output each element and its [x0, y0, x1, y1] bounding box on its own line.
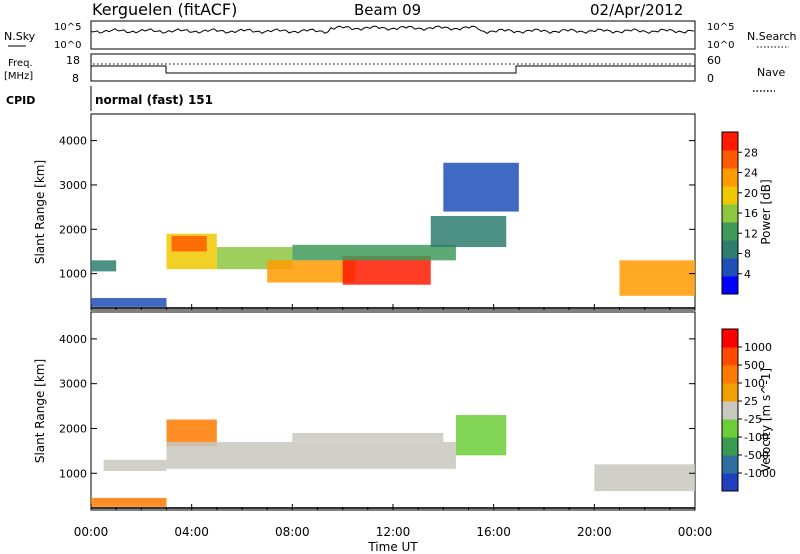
velocity-region-4: [292, 432, 444, 442]
power-colorbar-tick-label-0: 28: [744, 146, 758, 159]
x-axis-label: Time UT: [367, 540, 418, 554]
nsearch-tick-bottom: 10^0: [707, 40, 734, 51]
velocity-colorbar-tick-label-5: -100: [744, 431, 769, 444]
power-colorbar-tick-label-1: 24: [744, 167, 758, 180]
nsky-label: N.Sky: [4, 30, 36, 43]
station-title: Kerguelen (fitACF): [92, 0, 237, 19]
velocity-panel: 1000 2000 3000 4000 00:00 04:00 08:00 12:00 16:…: [33, 311, 713, 554]
velocity-colorbar-swatch-7: [722, 347, 738, 366]
nave-tick-bottom: 0: [707, 72, 714, 85]
x-tick-label-0: 00:00: [74, 525, 109, 539]
power-colorbar-swatch-1: [722, 258, 738, 277]
velocity-colorbar-label: Velocity [m s^-1]: [759, 368, 773, 472]
velocity-region-0: [91, 497, 167, 507]
power-colorbar-swatch-3: [722, 222, 738, 241]
power-ytick-label-1: 2000: [59, 223, 87, 236]
power-ytick-label-3: 4000: [59, 135, 87, 148]
power-colorbar-tick-label-5: 8: [744, 248, 751, 261]
velocity-colorbar-swatch-0: [722, 473, 738, 492]
date-title: 02/Apr/2012: [590, 1, 683, 19]
velocity-region-3: [166, 441, 456, 469]
nsky-trace: [91, 25, 695, 35]
nsky-tick-bottom: 10^0: [54, 40, 81, 51]
velocity-y-axis-label: Slant Range [km]: [33, 359, 47, 463]
velocity-colorbar-tick-label-2: 100: [744, 377, 765, 390]
x-tick-label-6: 00:00: [678, 525, 713, 539]
velocity-colorbar-tick-label-7: -1000: [744, 467, 776, 480]
velocity-colorbar-swatch-3: [722, 419, 738, 438]
freq-unit-label: [MHz]: [4, 71, 33, 82]
power-region-3: [171, 235, 207, 252]
velocity-colorbar-tick-label-6: -500: [744, 449, 769, 462]
power-colorbar-swatch-4: [722, 204, 738, 223]
power-region-5: [267, 260, 356, 283]
velocity-ytick-label-0: 1000: [59, 467, 87, 480]
velocity-ytick-label-2: 3000: [59, 378, 87, 391]
velocity-colorbar-swatch-2: [722, 437, 738, 456]
x-tick-label-3: 12:00: [376, 525, 411, 539]
power-colorbar-tick-label-3: 16: [744, 207, 758, 220]
velocity-colorbar-tick-label-3: 25: [744, 395, 758, 408]
velocity-region-5: [455, 415, 507, 456]
power-region-0: [91, 260, 117, 272]
beam-title: Beam 09: [354, 1, 421, 19]
power-colorbar-swatch-6: [722, 168, 738, 187]
velocity-colorbar-tick-label-4: -25: [744, 413, 762, 426]
power-colorbar-swatch-5: [722, 186, 738, 205]
power-region-9: [443, 162, 519, 212]
x-tick-label-5: 20:00: [577, 525, 612, 539]
power-colorbar-swatch-2: [722, 240, 738, 259]
power-y-axis-label: Slant Range [km]: [33, 160, 47, 264]
nave-label: Nave: [757, 66, 785, 79]
nsky-tick-top: 10^5: [54, 22, 81, 33]
power-region-8: [430, 215, 507, 248]
velocity-colorbar-swatch-5: [722, 383, 738, 402]
freq-tick-top: 18: [66, 54, 80, 67]
velocity-ytick-label-3: 4000: [59, 333, 87, 346]
velocity-colorbar-tick-label-1: 500: [744, 359, 765, 372]
power-colorbar: 28 24 20 16 12 8 4: [721, 131, 758, 295]
power-colorbar-label: Power [dB]: [759, 179, 773, 244]
power-ytick-label-2: 3000: [59, 179, 87, 192]
power-region-7: [292, 244, 456, 261]
velocity-colorbar: 1000 500 100 25 -25 -100 -500 -1000: [721, 328, 776, 492]
freq-strip-frame: [90, 53, 696, 82]
power-panel: 1000 2000 3000 4000 Slant Range [km]: [33, 113, 696, 311]
power-ytick-label-0: 1000: [59, 268, 87, 281]
nsearch-label: N.Search: [747, 30, 797, 43]
nsearch-tick-top: 10^5: [707, 22, 734, 33]
cpid-label: CPID: [6, 94, 35, 107]
power-region-1: [91, 298, 167, 307]
power-colorbar-tick-label-6: 4: [744, 268, 751, 281]
x-tick-label-2: 08:00: [275, 525, 310, 539]
power-colorbar-swatch-0: [722, 276, 738, 295]
velocity-colorbar-swatch-6: [722, 365, 738, 384]
velocity-colorbar-tick-label-0: 1000: [744, 341, 772, 354]
nsky-strip-frame: [90, 20, 696, 50]
nave-tick-top: 60: [707, 54, 721, 67]
velocity-colorbar-swatch-4: [722, 401, 738, 420]
freq-trace: [91, 65, 695, 74]
power-colorbar-swatch-7: [722, 150, 738, 169]
velocity-colorbar-swatch-8: [722, 329, 738, 348]
velocity-region-1: [103, 459, 167, 472]
power-colorbar-tick-label-4: 12: [744, 227, 758, 240]
freq-tick-bottom: 8: [72, 72, 79, 85]
velocity-region-6: [594, 464, 695, 492]
power-region-10: [619, 260, 695, 296]
freq-label: Freq.: [8, 58, 33, 69]
velocity-colorbar-swatch-1: [722, 455, 738, 474]
power-region-6: [342, 255, 431, 285]
x-tick-label-1: 04:00: [174, 525, 209, 539]
velocity-ytick-label-1: 2000: [59, 422, 87, 435]
power-colorbar-swatch-8: [722, 132, 738, 151]
power-colorbar-tick-label-2: 20: [744, 187, 758, 200]
x-tick-label-4: 16:00: [476, 525, 511, 539]
velocity-colorbar-frame: [721, 328, 739, 492]
cpid-value: normal (fast) 151: [95, 93, 213, 107]
